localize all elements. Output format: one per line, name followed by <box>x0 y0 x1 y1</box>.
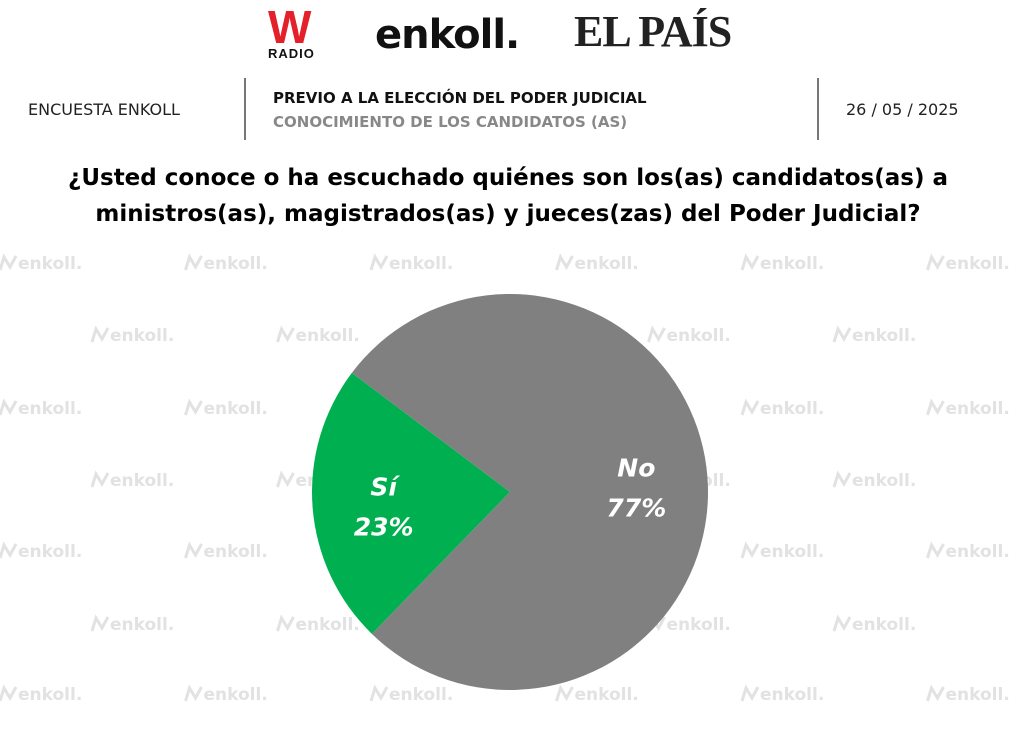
watermark-icon <box>90 325 110 343</box>
watermark-icon <box>740 253 760 271</box>
chart-title: ¿Usted conoce o ha escuchado quiénes son… <box>67 165 949 227</box>
separator <box>817 78 819 140</box>
heading: PREVIO A LA ELECCIÓN DEL PODER JUDICIAL <box>273 89 647 107</box>
elpais-logo: EL PAÍS <box>574 7 732 56</box>
watermark: enkoll. <box>204 542 268 562</box>
survey-name: ENCUESTA ENKOLL <box>28 100 180 119</box>
watermark: enkoll. <box>389 254 453 274</box>
watermark: enkoll. <box>18 254 82 274</box>
watermark: enkoll. <box>852 471 916 491</box>
watermark-icon <box>276 470 295 488</box>
watermark-icon <box>832 614 852 632</box>
watermark-icon <box>184 253 203 271</box>
watermark: enkoll. <box>204 399 268 419</box>
pie-slice <box>311 372 510 634</box>
watermark-icon <box>926 541 945 559</box>
watermark-icon <box>740 398 760 416</box>
watermark: enkoll. <box>18 685 82 705</box>
watermark: enkoll. <box>852 326 916 346</box>
watermark: enkoll. <box>760 685 824 705</box>
watermark-icon <box>0 684 18 702</box>
wradio-logo-sub: RADIO <box>268 46 315 61</box>
watermark-icon <box>184 684 203 702</box>
watermark-icon <box>0 398 18 416</box>
watermark-icon <box>926 253 945 271</box>
watermark: enkoll. <box>575 254 639 274</box>
enkoll-logo: enkoll. <box>375 12 520 58</box>
watermark-icon <box>90 470 110 488</box>
watermark-icon <box>90 614 110 632</box>
wradio-logo: W <box>268 1 311 53</box>
watermark-icon <box>276 325 295 343</box>
watermark: enkoll. <box>667 615 731 635</box>
slice-label: Sí <box>370 473 400 502</box>
watermark: enkoll. <box>946 542 1010 562</box>
watermark-icon <box>369 253 389 271</box>
watermark-icon <box>555 253 574 271</box>
watermark-icon <box>832 325 852 343</box>
slice-value-label: 23% <box>354 513 414 542</box>
date: 26 / 05 / 2025 <box>846 100 959 119</box>
pie-slice <box>351 294 708 691</box>
watermark-icon <box>555 684 574 702</box>
watermark-icon <box>740 541 760 559</box>
separator <box>244 78 246 140</box>
watermark: enkoll. <box>296 615 360 635</box>
watermark: enkoll. <box>110 615 174 635</box>
watermark: enkoll. <box>760 399 824 419</box>
watermark: enkoll. <box>946 254 1010 274</box>
watermark-icon <box>276 614 295 632</box>
watermark-icon <box>369 684 389 702</box>
watermark: enkoll. <box>389 685 453 705</box>
watermark: enkoll. <box>852 615 916 635</box>
watermark: enkoll. <box>204 685 268 705</box>
watermark-icon <box>647 325 666 343</box>
watermark-icon <box>0 253 18 271</box>
slice-label: No <box>617 453 655 482</box>
slice-value-label: 77% <box>606 493 666 522</box>
watermark-icon <box>926 398 945 416</box>
watermark: enkoll. <box>18 542 82 562</box>
subheading: CONOCIMIENTO DE LOS CANDIDATOS (AS) <box>273 113 628 131</box>
watermark: enkoll. <box>760 254 824 274</box>
watermark: enkoll. <box>946 685 1010 705</box>
watermark: enkoll. <box>760 542 824 562</box>
watermark-icon <box>832 470 852 488</box>
watermark-icon <box>740 684 760 702</box>
watermark: enkoll. <box>946 399 1010 419</box>
watermark: enkoll. <box>110 326 174 346</box>
watermark: enkoll. <box>575 685 639 705</box>
watermark: enkoll. <box>296 326 360 346</box>
watermark-icon <box>184 398 203 416</box>
watermark: enkoll. <box>18 399 82 419</box>
watermark-icon <box>184 541 203 559</box>
watermark: enkoll. <box>204 254 268 274</box>
watermark: enkoll. <box>667 326 731 346</box>
watermark: enkoll. <box>110 471 174 491</box>
watermark-icon <box>0 541 18 559</box>
watermark-icon <box>926 684 945 702</box>
